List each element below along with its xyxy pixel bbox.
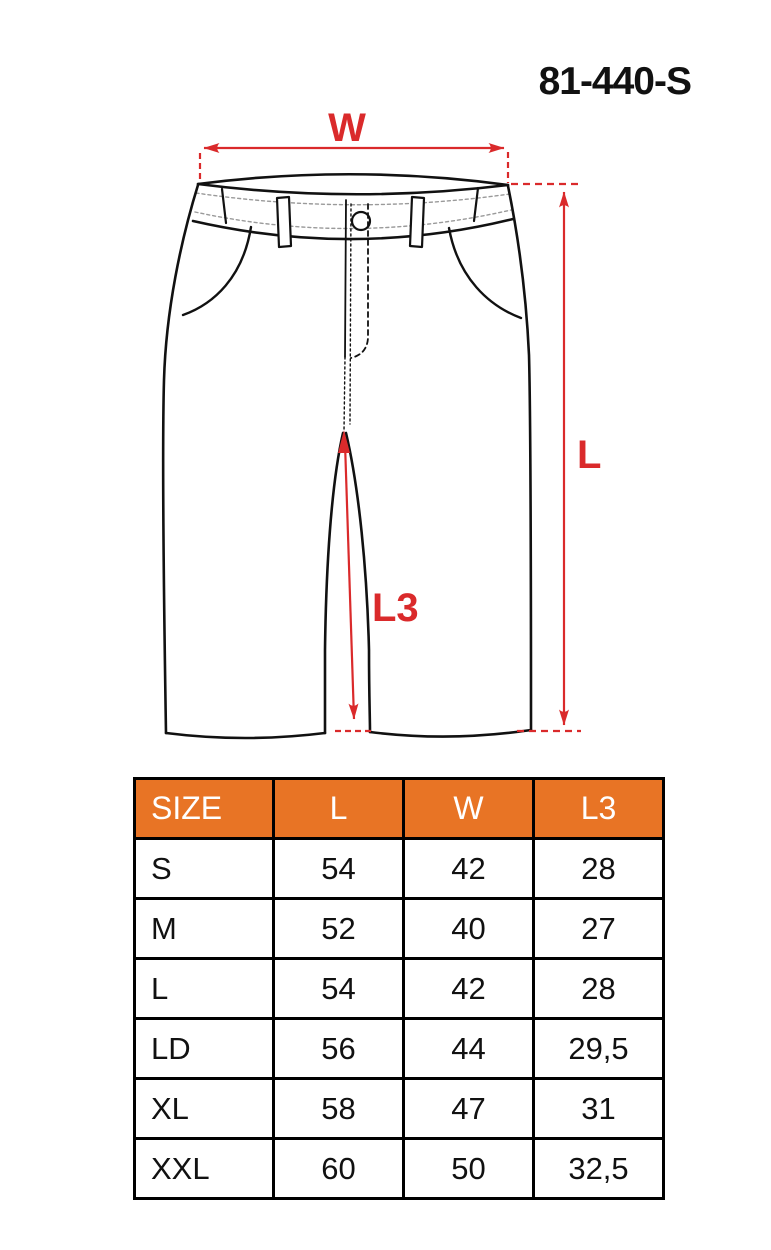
header-size: SIZE [133, 777, 275, 840]
cell-l3: 32,5 [532, 1137, 665, 1200]
pocket-left [181, 225, 253, 317]
table-row: XL 58 47 31 [133, 1077, 665, 1140]
table-row: XXL 60 50 32,5 [133, 1137, 665, 1200]
cell-l: 60 [272, 1137, 405, 1200]
button [350, 210, 372, 232]
outer-seam-left [161, 183, 200, 735]
cell-l3: 31 [532, 1077, 665, 1140]
arrow-l3 [343, 442, 359, 720]
crotch-tip [338, 430, 350, 453]
shorts-outline-drawing [161, 172, 533, 740]
cell-l3: 29,5 [532, 1017, 665, 1080]
hem-left [164, 731, 327, 740]
cell-size: LD [133, 1017, 275, 1080]
cell-l: 58 [272, 1077, 405, 1140]
header-l3: L3 [532, 777, 665, 840]
hem-right [368, 728, 533, 738]
product-code: 81-440-S [538, 60, 692, 103]
size-table: SIZE L W L3 S 54 42 28 M 52 40 27 L 54 [133, 777, 665, 1200]
table-row: LD 56 44 29,5 [133, 1017, 665, 1080]
cell-w: 50 [402, 1137, 535, 1200]
cell-size: S [133, 837, 275, 900]
table-row: S 54 42 28 [133, 837, 665, 900]
cell-w: 42 [402, 837, 535, 900]
inner-seam-left [323, 431, 345, 735]
cell-w: 42 [402, 957, 535, 1020]
cell-l: 56 [272, 1017, 405, 1080]
cell-l: 54 [272, 837, 405, 900]
header-l: L [272, 777, 405, 840]
cell-size: L [133, 957, 275, 1020]
pocket-right [447, 226, 523, 320]
label-w: W [328, 106, 366, 150]
header-w: W [402, 777, 535, 840]
measurement-annotations: W L L3 [198, 106, 601, 733]
inner-seam-right [344, 431, 372, 734]
label-l3: L3 [372, 586, 419, 630]
cell-size: XXL [133, 1137, 275, 1200]
cell-l3: 27 [532, 897, 665, 960]
cell-l: 54 [272, 957, 405, 1020]
fly [343, 199, 369, 432]
waistband [191, 172, 515, 241]
cell-w: 47 [402, 1077, 535, 1140]
table-row: L 54 42 28 [133, 957, 665, 1020]
cell-l: 52 [272, 897, 405, 960]
belt-loop-left [275, 195, 293, 249]
cell-size: XL [133, 1077, 275, 1140]
size-table-header-row: SIZE L W L3 [133, 777, 665, 840]
belt-loop-right [408, 195, 426, 249]
cell-w: 44 [402, 1017, 535, 1080]
cell-l3: 28 [532, 837, 665, 900]
cell-l3: 28 [532, 957, 665, 1020]
label-l: L [577, 433, 601, 477]
shorts-measurement-diagram: W L L3 [161, 106, 601, 740]
outer-seam-right [506, 184, 533, 732]
table-row: M 52 40 27 [133, 897, 665, 960]
cell-size: M [133, 897, 275, 960]
cell-w: 40 [402, 897, 535, 960]
